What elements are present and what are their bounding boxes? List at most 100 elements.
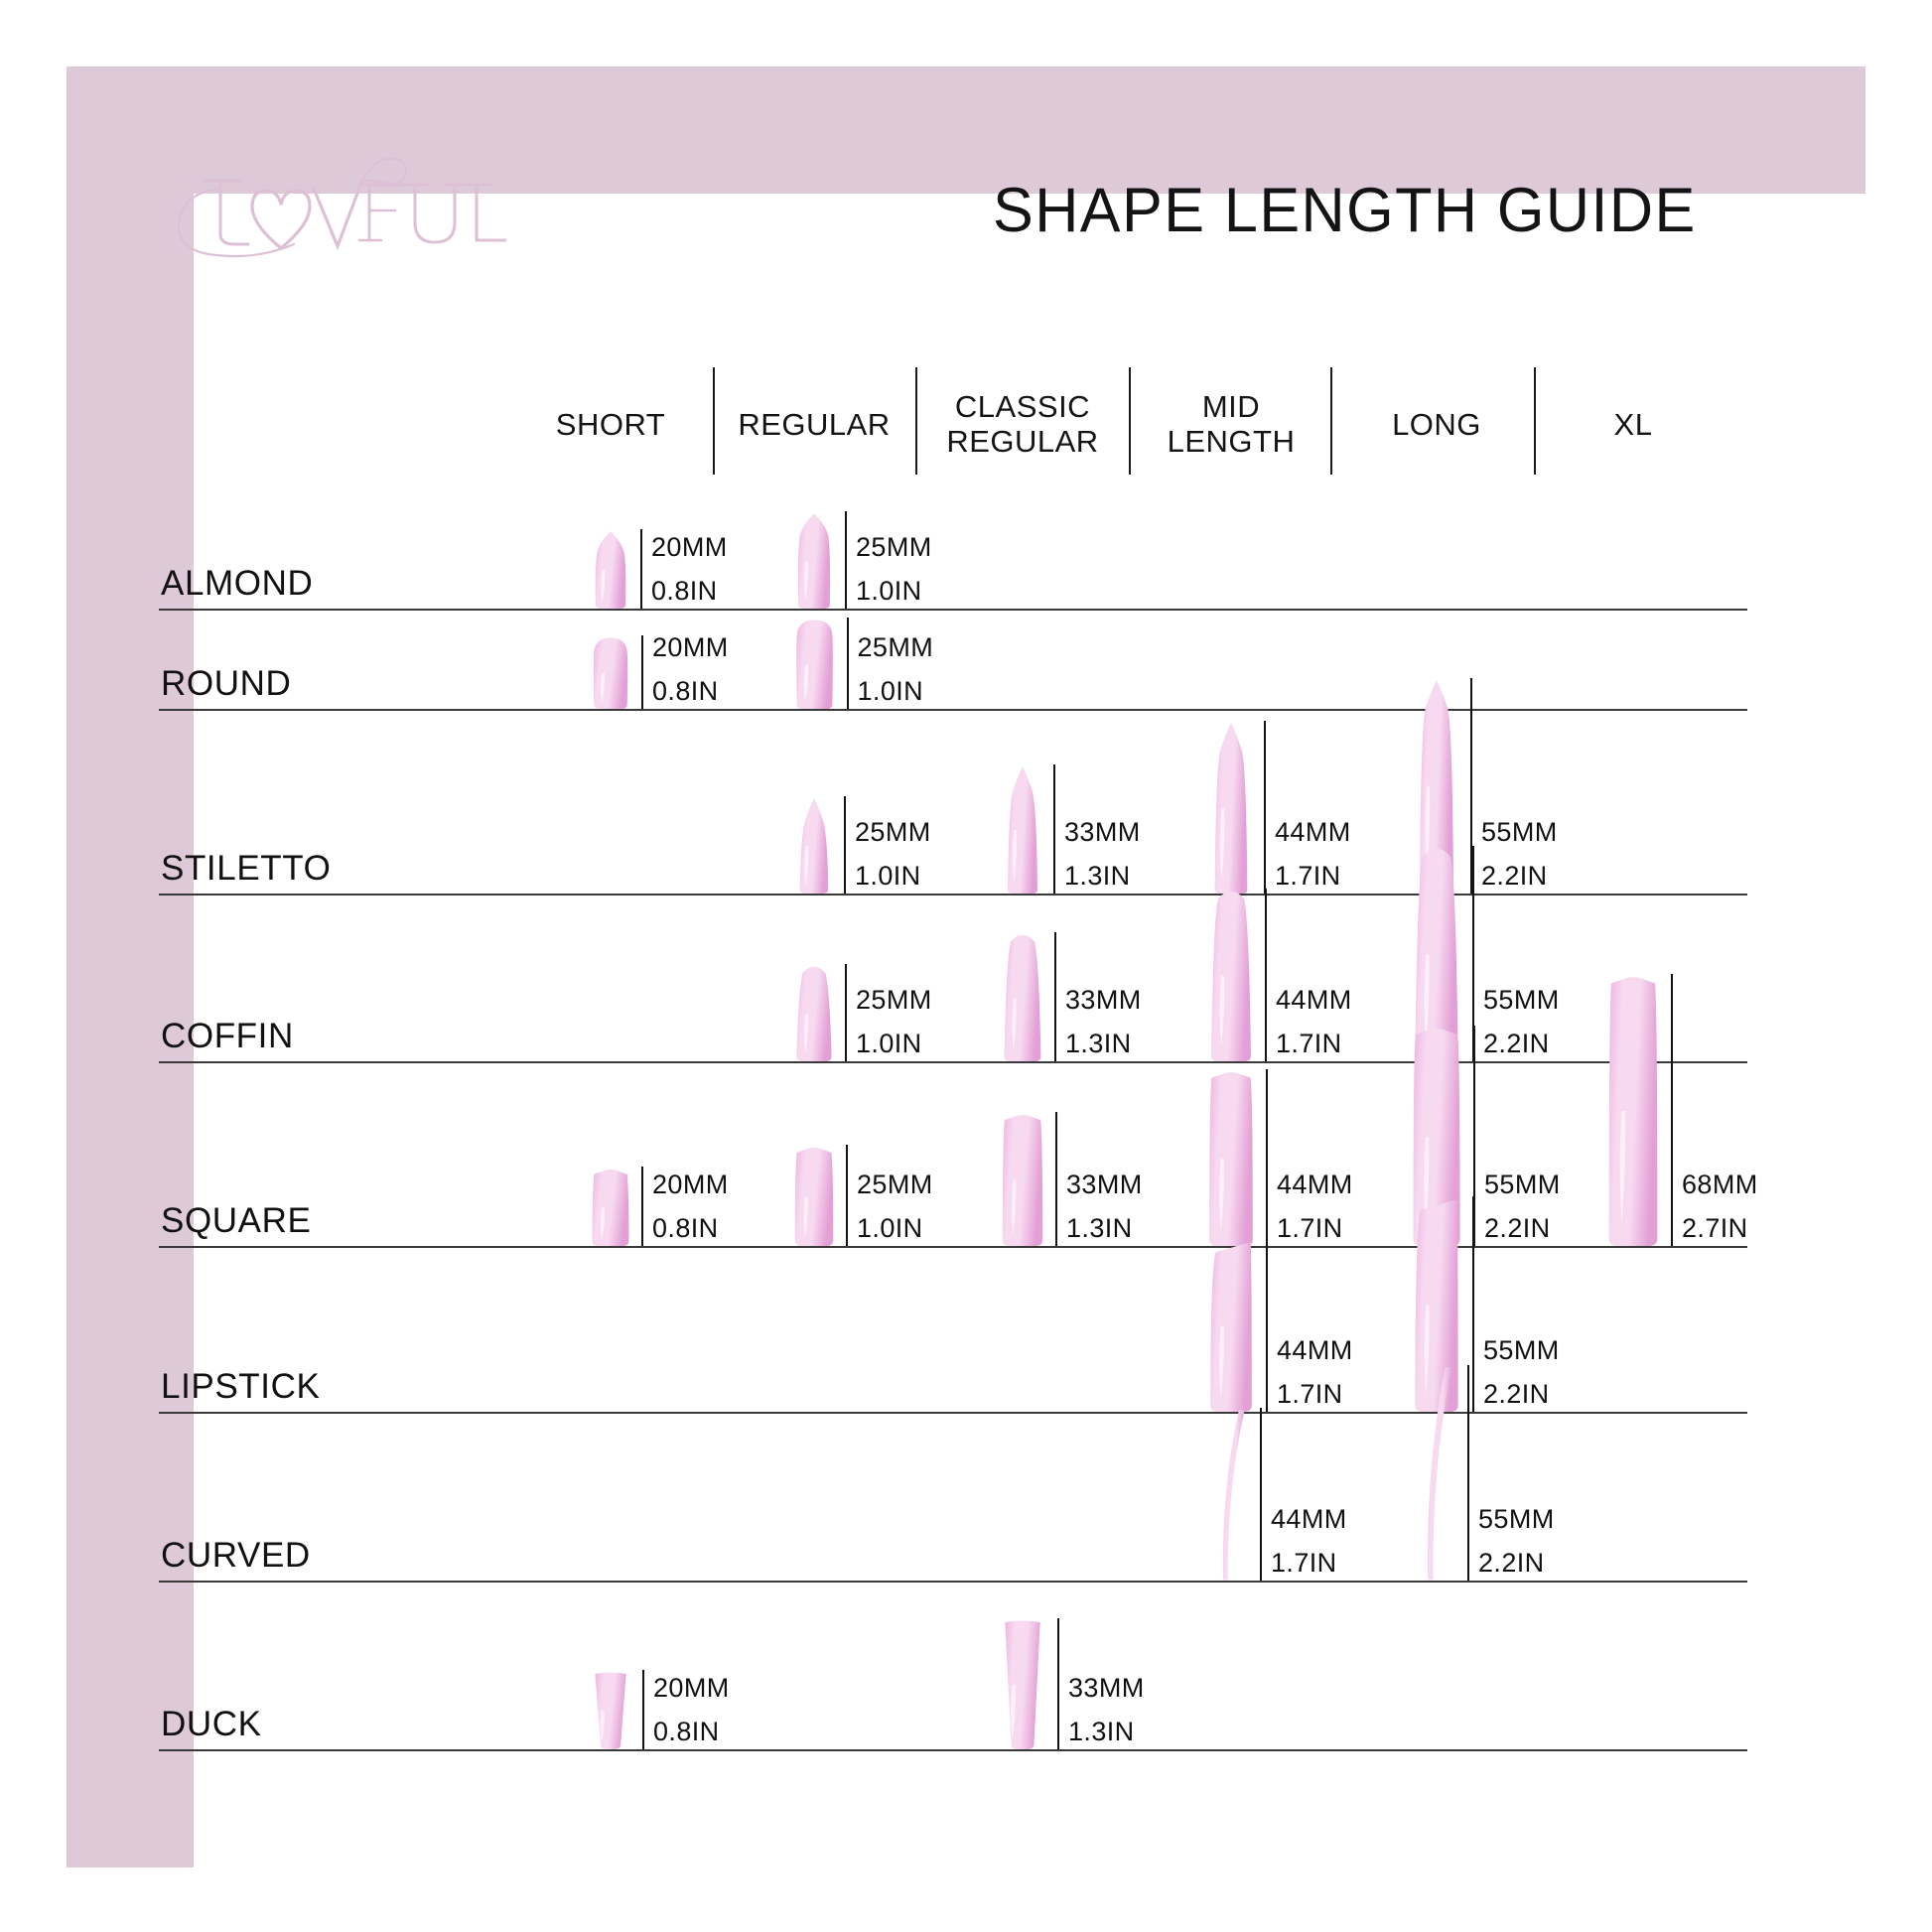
row-divider-round (159, 709, 1747, 711)
measurement-in: 2.2IN (1478, 1548, 1545, 1578)
row-divider-square (159, 1246, 1747, 1248)
nail-shape-lipstick (1410, 1198, 1463, 1412)
measurement-square-short: 20MM 0.8IN (652, 1172, 729, 1242)
measurement-mm: 33MM (1064, 817, 1141, 847)
nail-shape-curved (1211, 1410, 1251, 1581)
measurement-in: 2.7IN (1682, 1213, 1748, 1243)
nail-cell-duck-short: 20MM 0.8IN (535, 1670, 763, 1749)
measure-bar-coffin-regular (845, 964, 847, 1061)
column-header-long: LONG (1392, 406, 1481, 442)
measurement-stiletto-classic_regular: 33MM 1.3IN (1064, 819, 1141, 890)
measurement-stiletto-regular: 25MM 1.0IN (855, 819, 931, 890)
column-header-regular: REGULAR (738, 406, 891, 442)
measure-bar-square-mid_length (1266, 1069, 1268, 1246)
nail-shape-coffin (1410, 848, 1463, 1061)
nail-cell-coffin-regular: 25MM 1.0IN (739, 964, 967, 1061)
row-label-duck: DUCK (161, 1705, 262, 1743)
nail-shape-square (999, 1114, 1046, 1246)
measurement-mm: 44MM (1277, 1170, 1353, 1199)
measurement-almond-short: 20MM 0.8IN (651, 534, 728, 605)
measurement-in: 1.3IN (1066, 1213, 1133, 1243)
nail-shape-square (589, 1169, 632, 1246)
nail-cell-square-classic_regular: 33MM 1.3IN (947, 1112, 1175, 1246)
measurement-in: 1.0IN (856, 576, 922, 606)
measure-bar-stiletto-regular (844, 796, 846, 894)
column-header-xl: XL (1613, 406, 1653, 442)
row-label-lipstick: LIPSTICK (161, 1367, 321, 1406)
nail-cell-round-regular: 25MM 1.0IN (739, 618, 967, 709)
measurement-mm: 44MM (1276, 985, 1352, 1015)
measurement-mm: 25MM (855, 817, 931, 847)
measure-bar-curved-mid_length (1260, 1408, 1262, 1581)
measure-bar-coffin-classic_regular (1054, 932, 1056, 1061)
nail-shape-almond (792, 513, 836, 609)
measurement-square-regular: 25MM 1.0IN (857, 1172, 933, 1242)
nail-cell-almond-regular: 25MM 1.0IN (739, 511, 967, 609)
nail-shape-stiletto (1001, 766, 1044, 894)
nail-shape-coffin (792, 966, 836, 1061)
nail-cell-square-short: 20MM 0.8IN (535, 1167, 763, 1246)
measurement-square-long: 55MM 2.2IN (1484, 1172, 1561, 1242)
measure-bar-stiletto-classic_regular (1053, 764, 1055, 894)
column-divider-0 (713, 367, 715, 475)
measure-bar-stiletto-mid_length (1264, 721, 1266, 894)
nail-shape-coffin (1000, 934, 1045, 1061)
measure-bar-almond-regular (845, 511, 847, 609)
row-divider-stiletto (159, 894, 1747, 896)
measurement-in: 1.3IN (1065, 1029, 1132, 1058)
row-divider-duck (159, 1749, 1747, 1751)
measurement-mm: 44MM (1271, 1504, 1347, 1534)
measurement-mm: 20MM (651, 532, 728, 562)
nail-cell-stiletto-long: 55MM 2.2IN (1361, 678, 1589, 894)
nail-shape-stiletto (793, 798, 835, 894)
measurement-square-classic_regular: 33MM 1.3IN (1066, 1172, 1143, 1242)
nail-cell-square-mid_length: 44MM 1.7IN (1156, 1069, 1384, 1246)
measurement-in: 2.2IN (1483, 1379, 1550, 1409)
measurement-mm: 25MM (856, 532, 932, 562)
measure-bar-almond-short (640, 529, 642, 609)
measure-bar-square-xl (1671, 974, 1673, 1246)
measurement-curved-long: 55MM 2.2IN (1478, 1506, 1555, 1577)
measurement-in: 1.7IN (1276, 1029, 1342, 1058)
measurement-mm: 55MM (1481, 817, 1558, 847)
nail-cell-square-regular: 25MM 1.0IN (739, 1145, 967, 1246)
row-divider-curved (159, 1581, 1747, 1583)
column-divider-4 (1534, 367, 1536, 475)
measurement-in: 1.7IN (1277, 1379, 1343, 1409)
nail-cell-lipstick-mid_length: 44MM 1.7IN (1156, 1239, 1384, 1412)
measurement-in: 1.0IN (856, 1029, 922, 1058)
measurement-in: 2.2IN (1481, 861, 1548, 891)
measurement-coffin-regular: 25MM 1.0IN (856, 987, 932, 1057)
measurement-lipstick-long: 55MM 2.2IN (1483, 1337, 1560, 1408)
measure-bar-lipstick-mid_length (1266, 1239, 1268, 1412)
nail-shape-stiletto (1207, 723, 1255, 894)
measure-bar-curved-long (1467, 1365, 1469, 1581)
nail-cell-square-long: 55MM 2.2IN (1361, 1026, 1589, 1246)
measurement-duck-short: 20MM 0.8IN (653, 1675, 730, 1745)
measurement-in: 0.8IN (652, 676, 719, 706)
measurement-in: 1.7IN (1277, 1213, 1343, 1243)
measurement-in: 0.8IN (651, 576, 718, 606)
nail-cell-coffin-mid_length: 44MM 1.7IN (1156, 889, 1384, 1061)
measurement-almond-regular: 25MM 1.0IN (856, 534, 932, 605)
measurement-curved-mid_length: 44MM 1.7IN (1271, 1506, 1347, 1577)
measurement-mm: 44MM (1277, 1335, 1353, 1365)
measurement-round-regular: 25MM 1.0IN (858, 634, 934, 705)
measurement-coffin-classic_regular: 33MM 1.3IN (1065, 987, 1142, 1057)
measure-bar-duck-short (642, 1670, 644, 1749)
measure-bar-duck-classic_regular (1057, 1618, 1059, 1749)
column-header-mid_length: MID LENGTH (1167, 389, 1296, 459)
nail-shape-almond (590, 531, 631, 609)
measurement-square-mid_length: 44MM 1.7IN (1277, 1172, 1353, 1242)
measurement-in: 1.3IN (1064, 861, 1131, 891)
nail-cell-almond-short: 20MM 0.8IN (535, 529, 763, 609)
measure-bar-square-long (1473, 1026, 1475, 1246)
measure-bar-stiletto-long (1470, 678, 1472, 894)
measurement-mm: 55MM (1478, 1504, 1555, 1534)
nail-shape-square (1409, 1028, 1464, 1246)
nail-cell-lipstick-long: 55MM 2.2IN (1361, 1196, 1589, 1412)
measurement-mm: 20MM (653, 1673, 730, 1703)
measurement-mm: 68MM (1682, 1170, 1758, 1199)
measurement-stiletto-long: 55MM 2.2IN (1481, 819, 1558, 890)
